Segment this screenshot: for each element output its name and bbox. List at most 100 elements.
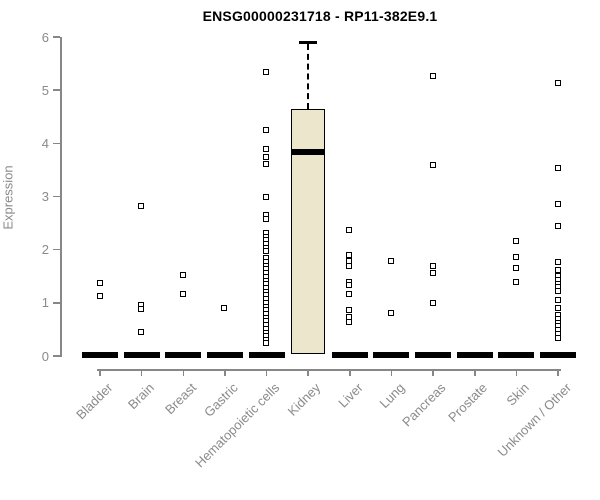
scatter-point — [138, 203, 145, 210]
y-axis — [60, 37, 62, 357]
x-category-label: Brain — [125, 380, 158, 413]
y-tick-label: 6 — [41, 29, 49, 45]
scatter-point — [429, 73, 436, 80]
scatter-point — [96, 292, 103, 299]
scatter-point — [179, 272, 186, 279]
x-category-label: Gastric — [200, 380, 241, 420]
scatter-point — [263, 215, 270, 222]
scatter-point — [221, 305, 228, 312]
scatter-point — [138, 329, 145, 336]
scatter-point — [263, 248, 270, 255]
collapsed-box-bar — [373, 352, 410, 358]
scatter-point — [429, 162, 436, 169]
scatter-point — [263, 340, 270, 347]
scatter-point — [96, 280, 103, 287]
x-category-label: Bladder — [73, 380, 116, 423]
scatter-point — [554, 200, 561, 207]
y-axis-tick — [53, 36, 60, 38]
scatter-point — [429, 269, 436, 276]
scatter-point — [554, 258, 561, 265]
y-axis-tick — [53, 355, 60, 357]
scatter-point — [346, 251, 353, 258]
x-axis-tick — [265, 369, 268, 376]
x-category-label: Kidney — [285, 380, 324, 419]
box-plot-box — [291, 109, 326, 354]
whisker — [307, 43, 310, 110]
y-axis-tick — [53, 248, 60, 251]
scatter-point — [512, 279, 519, 286]
scatter-point — [346, 307, 353, 314]
x-category-label: Skin — [503, 380, 533, 409]
scatter-point — [554, 80, 561, 87]
scatter-point — [263, 69, 270, 76]
scatter-point — [554, 165, 561, 172]
scatter-point — [554, 288, 561, 295]
x-axis-tick — [182, 369, 185, 376]
scatter-point — [179, 290, 186, 297]
y-axis-tick — [53, 302, 60, 304]
scatter-point — [429, 299, 436, 306]
x-axis-tick — [474, 369, 476, 376]
x-category-label: Unknown / Other — [494, 380, 574, 460]
x-axis-tick — [349, 369, 351, 376]
scatter-point — [554, 223, 561, 230]
y-axis-label: Expression — [0, 165, 16, 230]
y-tick-label: 3 — [41, 189, 49, 204]
x-category-label: Lung — [376, 380, 408, 412]
y-tick-label: 2 — [41, 242, 49, 258]
collapsed-box-bar — [456, 352, 493, 358]
scatter-point — [263, 127, 270, 134]
scatter-point — [554, 305, 561, 312]
scatter-point — [554, 297, 561, 304]
scatter-point — [554, 334, 561, 341]
scatter-point — [346, 290, 353, 297]
y-tick-label: 4 — [41, 135, 49, 151]
scatter-point — [429, 263, 436, 270]
y-tick-label: 1 — [41, 295, 49, 311]
collapsed-box-bar — [540, 352, 577, 358]
y-axis-tick — [53, 89, 60, 91]
x-category-label: Breast — [161, 380, 199, 418]
x-axis-tick — [307, 369, 309, 376]
scatter-point — [263, 160, 270, 167]
scatter-point — [554, 266, 561, 273]
scatter-point — [346, 226, 353, 233]
scatter-point — [387, 309, 394, 316]
collapsed-box-bar — [331, 352, 368, 358]
scatter-point — [512, 265, 519, 272]
x-axis-tick — [224, 369, 226, 376]
scatter-point — [346, 262, 353, 269]
y-axis-tick — [53, 195, 60, 198]
collapsed-box-bar — [165, 352, 202, 358]
x-axis-tick — [432, 369, 434, 376]
x-category-label: Pancreas — [399, 380, 449, 430]
scatter-point — [387, 258, 394, 265]
y-tick-label: 0 — [41, 348, 49, 364]
x-axis — [97, 369, 562, 371]
collapsed-box-bar — [206, 352, 243, 358]
scatter-point — [346, 318, 353, 325]
scatter-point — [138, 306, 145, 313]
x-axis-tick — [99, 369, 101, 376]
x-category-label: Liver — [334, 380, 366, 411]
scatter-point — [263, 194, 270, 201]
y-axis-tick — [53, 142, 60, 145]
collapsed-box-bar — [498, 352, 535, 358]
collapsed-box-bar — [415, 352, 452, 358]
chart-title: ENSG00000231718 - RP11-382E9.1 — [202, 8, 438, 24]
y-tick-label: 5 — [41, 82, 49, 98]
scatter-point — [263, 146, 270, 153]
x-axis-tick — [515, 369, 518, 376]
x-category-label: Prostate — [445, 380, 491, 425]
scatter-point — [512, 238, 519, 245]
collapsed-box-bar — [82, 352, 118, 358]
scatter-point — [346, 282, 353, 289]
x-axis-tick — [390, 369, 393, 376]
collapsed-box-bar — [248, 352, 285, 358]
collapsed-box-bar — [123, 352, 160, 358]
box-median-bar — [291, 149, 326, 156]
whisker-cap — [299, 41, 318, 44]
scatter-point — [512, 254, 519, 261]
x-axis-tick — [140, 369, 143, 376]
